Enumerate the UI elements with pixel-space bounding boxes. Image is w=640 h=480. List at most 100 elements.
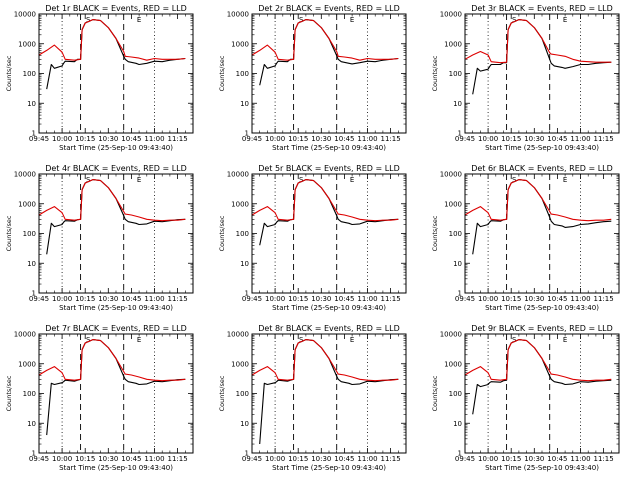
x-tick-label: 10:15 [501,295,521,303]
x-tick-label: 10:00 [52,455,72,463]
y-tick-label: 1000 [18,360,36,368]
x-tick-label: 11:15 [381,295,401,303]
y-tick-label: 1 [458,450,462,458]
y-tick-label: 1 [32,290,36,298]
y-tick-label: 10000 [227,331,249,339]
lld-series-line [38,179,186,222]
lld-series-line [464,339,612,382]
x-tick-label: 10:45 [547,295,567,303]
x-tick-label: 10:15 [501,455,521,463]
y-tick-label: 100 [23,70,36,78]
x-tick-label: 10:15 [288,135,308,143]
y-axis-label: Counts/sec [5,55,13,91]
x-tick-label: 10:30 [524,455,544,463]
y-tick-label: 10 [240,420,249,428]
x-tick-label: 09:45 [242,135,262,143]
events-series-line [259,19,399,86]
x-tick-label: 10:45 [334,135,354,143]
x-tick-label: 10:00 [52,295,72,303]
y-tick-label: 1 [245,290,249,298]
plot-frame [38,173,194,294]
y-tick-label: 1000 [444,360,462,368]
events-series-line [259,179,399,246]
x-tick-label: 10:45 [547,135,567,143]
panel-9: Det 9r BLACK = Events, RED = LLD Counts/s… [431,324,620,472]
x-axis-label: Start Time (25-Sep-10 09:43:40) [485,304,599,312]
y-axis-label: Counts/sec [431,55,439,91]
x-tick-label: 11:00 [357,135,377,143]
x-tick-label: 09:45 [29,295,49,303]
x-tick-label: 10:45 [334,455,354,463]
y-tick-label: 100 [23,230,36,238]
x-tick-label: 11:00 [357,455,377,463]
marker-annotation: S [512,176,517,184]
x-axis-label: Start Time (25-Sep-10 09:43:40) [272,144,386,152]
y-tick-label: 100 [449,70,462,78]
y-axis-label: Counts/sec [218,215,226,251]
lld-series-line [38,339,186,382]
x-axis-label: Start Time (25-Sep-10 09:43:40) [59,144,173,152]
marker-annotation: S [86,16,91,24]
x-axis-label: Start Time (25-Sep-10 09:43:40) [485,464,599,472]
x-tick-label: 10:00 [52,135,72,143]
x-tick-label: 09:45 [29,135,49,143]
x-tick-label: 11:00 [144,295,164,303]
x-tick-label: 10:00 [478,135,498,143]
panel-5: Det 5r BLACK = Events, RED = LLD Counts/s… [218,164,407,312]
events-series-line [46,339,186,436]
y-tick-label: 1000 [18,40,36,48]
marker-annotation: S [86,336,91,344]
x-tick-label: 10:30 [524,295,544,303]
x-tick-label: 10:45 [121,295,141,303]
x-tick-label: 11:15 [381,455,401,463]
marker-annotation: S [86,176,91,184]
marker-annotation: S [512,16,517,24]
x-tick-label: 11:00 [144,455,164,463]
y-axis-label: Counts/sec [218,55,226,91]
y-tick-label: 10 [453,100,462,108]
events-series-line [472,339,612,415]
x-tick-label: 10:00 [478,455,498,463]
x-tick-label: 09:45 [242,455,262,463]
plot-frame [464,13,620,134]
y-tick-label: 10000 [440,331,462,339]
x-axis-label: Start Time (25-Sep-10 09:43:40) [59,464,173,472]
x-tick-label: 11:00 [357,295,377,303]
x-tick-label: 10:30 [98,455,118,463]
marker-annotation: E [137,16,141,24]
x-tick-label: 10:15 [288,295,308,303]
panel-title: Det 8r BLACK = Events, RED = LLD [258,324,400,333]
y-axis-label: Counts/sec [218,375,226,411]
plot-frame [251,173,407,294]
panel-title: Det 5r BLACK = Events, RED = LLD [258,164,400,173]
marker-annotation: E [563,16,567,24]
marker-annotation: S [299,16,304,24]
y-tick-label: 10000 [440,11,462,19]
y-tick-label: 100 [23,390,36,398]
plot-frame [251,13,407,134]
x-tick-label: 10:15 [75,135,95,143]
panel-4: Det 4r BLACK = Events, RED = LLD Counts/s… [5,164,194,312]
marker-annotation: S [299,176,304,184]
x-tick-label: 10:00 [265,295,285,303]
y-tick-label: 10 [27,420,36,428]
marker-annotation: E [350,176,354,184]
plot-frame [38,333,194,454]
x-tick-label: 10:00 [478,295,498,303]
y-tick-label: 10000 [227,11,249,19]
x-tick-label: 11:00 [570,295,590,303]
x-tick-label: 11:00 [570,135,590,143]
panel-title: Det 3r BLACK = Events, RED = LLD [471,4,613,13]
panel-title: Det 2r BLACK = Events, RED = LLD [258,4,400,13]
x-tick-label: 10:00 [265,135,285,143]
y-tick-label: 1000 [231,360,249,368]
x-tick-label: 10:45 [334,295,354,303]
y-tick-label: 1 [458,290,462,298]
panel-6: Det 6r BLACK = Events, RED = LLD Counts/s… [431,164,620,312]
panel-3: Det 3r BLACK = Events, RED = LLD Counts/s… [431,4,620,152]
x-tick-label: 11:00 [570,455,590,463]
y-tick-label: 100 [236,230,249,238]
x-tick-label: 11:15 [381,135,401,143]
